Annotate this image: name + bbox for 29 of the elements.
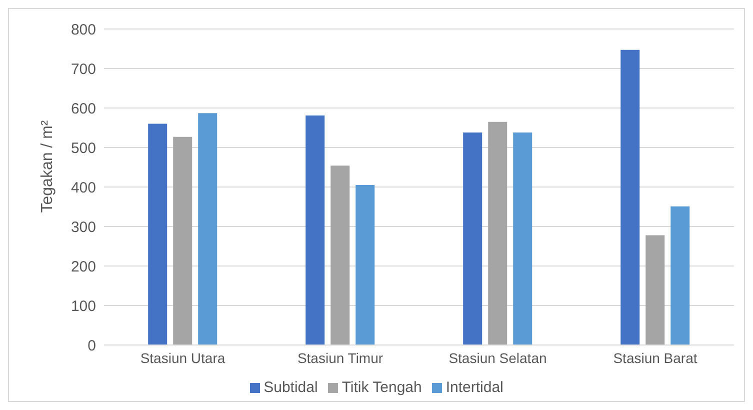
x-tick-label: Stasiun Timur: [297, 350, 384, 366]
bar: [513, 132, 532, 345]
bar: [356, 185, 375, 345]
y-tick-label: 100: [70, 298, 96, 315]
x-tick-label: Stasiun Utara: [140, 350, 226, 366]
y-tick-label: 0: [88, 337, 96, 354]
bar: [488, 122, 508, 345]
y-tick-label: 300: [70, 218, 96, 236]
x-tick-label: Stasiun Barat: [613, 350, 698, 366]
y-tick-label: 600: [70, 100, 96, 118]
y-tick-label: 700: [70, 60, 96, 78]
bar: [330, 166, 350, 345]
legend-label: Titik Tengah: [342, 379, 422, 396]
legend-label: Subtidal: [264, 379, 318, 396]
bar: [198, 113, 218, 345]
legend-label: Intertidal: [446, 379, 504, 396]
y-tick-label: 200: [70, 258, 96, 276]
bar: [148, 124, 168, 345]
bar: [463, 132, 482, 345]
bar: [646, 235, 665, 345]
bar: [670, 206, 690, 345]
x-tick-label: Stasiun Selatan: [448, 350, 547, 366]
bar: [620, 50, 640, 345]
bar: [173, 136, 192, 345]
y-tick-label: 800: [70, 21, 96, 38]
y-tick-label: 400: [70, 179, 96, 196]
bar: [306, 116, 325, 345]
y-tick-label: 500: [70, 140, 96, 157]
y-axis-title: Tegakan / m²: [39, 120, 56, 213]
